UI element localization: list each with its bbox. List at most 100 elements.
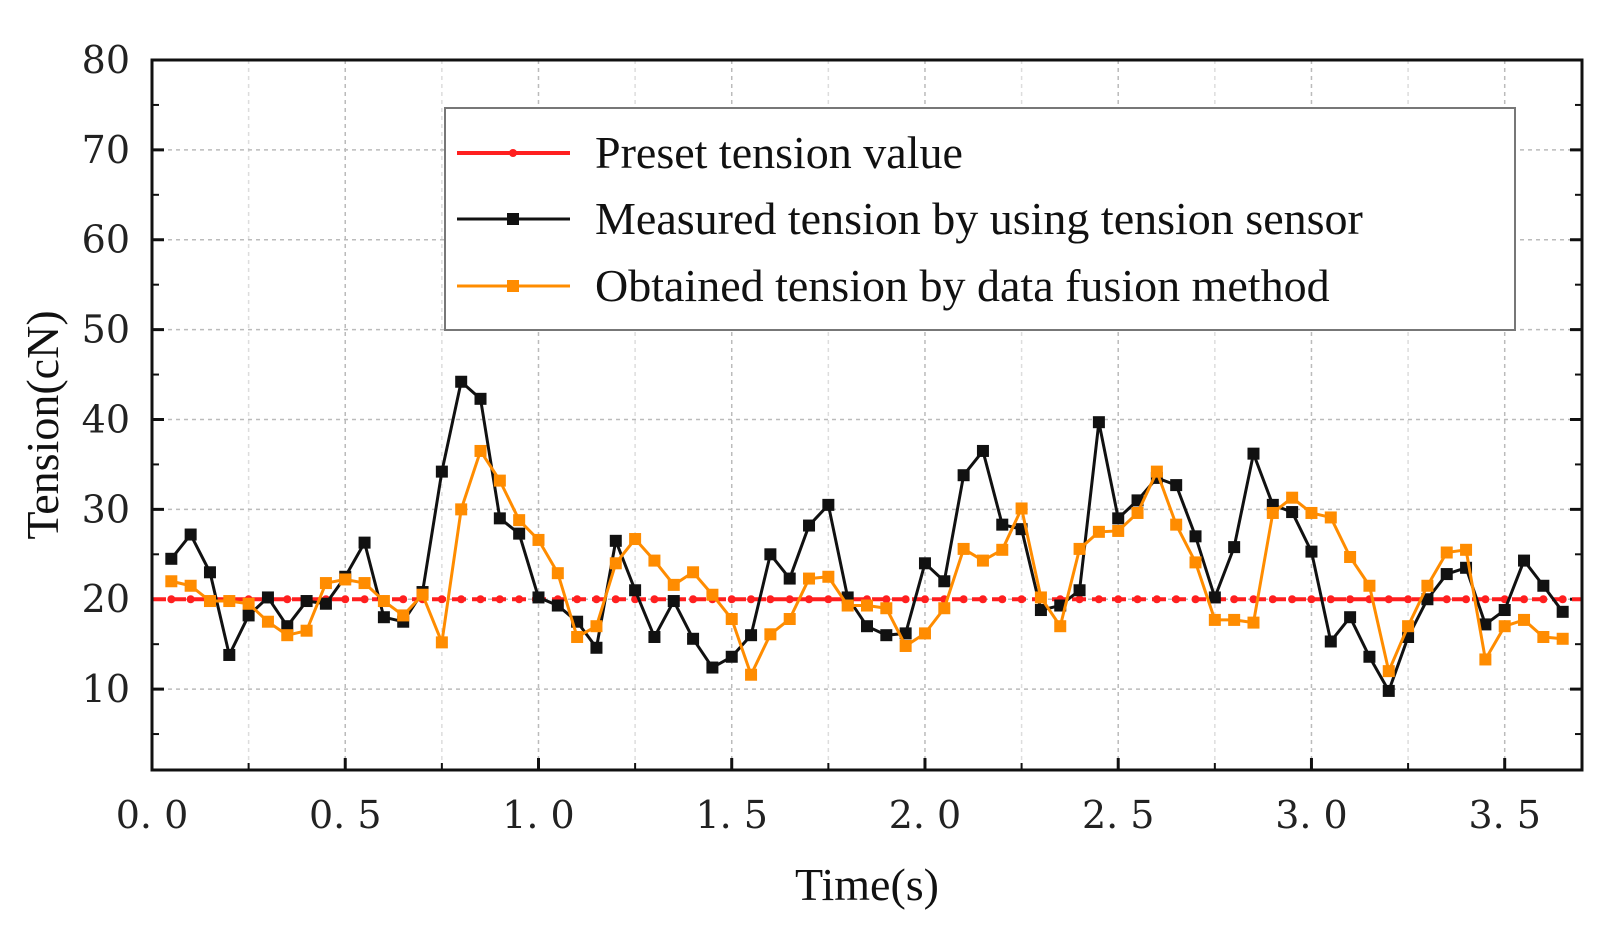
series-fusion-point: [841, 599, 854, 612]
preset-point: [437, 595, 446, 604]
legend-label-preset: Preset tension value: [595, 127, 963, 178]
preset-point: [1404, 595, 1413, 604]
preset-point: [1558, 595, 1567, 604]
series-measured-point: [1208, 591, 1221, 604]
preset-point: [1288, 595, 1297, 604]
series-fusion-point: [822, 570, 835, 583]
preset-point: [611, 595, 620, 604]
preset-point: [476, 595, 485, 604]
series-measured-point: [319, 597, 332, 610]
series-fusion-point: [1112, 524, 1125, 537]
series-fusion-point: [918, 627, 931, 640]
series-fusion-point: [667, 578, 680, 591]
y-tick-label: 70: [82, 128, 130, 172]
series-measured-point: [1034, 604, 1047, 617]
series-measured-point: [377, 611, 390, 624]
series-measured-point: [1073, 584, 1086, 597]
series-measured-point: [1324, 635, 1337, 648]
series-measured-point: [455, 375, 468, 388]
preset-point: [573, 595, 582, 604]
x-tick-label: 1. 0: [502, 793, 575, 837]
preset-point: [998, 595, 1007, 604]
series-measured-point: [803, 519, 816, 532]
preset-point: [495, 595, 504, 604]
preset-point: [1520, 595, 1529, 604]
x-tick-label: 2. 5: [1082, 793, 1155, 837]
series-measured-point: [976, 444, 989, 457]
series-fusion-point: [1247, 616, 1260, 629]
ticks-layer: 0. 0 0. 5 1. 0 1. 5 2. 0 2. 5 3. 0 3. 5 10 20 30 40…: [82, 38, 1582, 837]
series-measured-point: [687, 632, 700, 645]
preset-point: [1152, 595, 1161, 604]
series-fusion-point: [1460, 543, 1473, 556]
series-measured-point: [590, 641, 603, 654]
series-measured-point: [629, 584, 642, 597]
series-fusion-point: [1324, 511, 1337, 524]
legend-marker-preset: [509, 149, 517, 157]
series-measured-point: [648, 630, 661, 643]
preset-point: [1326, 595, 1335, 604]
legend-marker-measured: [507, 213, 519, 225]
x-tick-label: 0. 0: [116, 793, 189, 837]
series-fusion-point: [474, 444, 487, 457]
series-measured-point: [1537, 579, 1550, 592]
preset-point: [650, 595, 659, 604]
series-fusion-point: [976, 554, 989, 567]
series-fusion-point: [435, 636, 448, 649]
series-fusion-point: [1498, 620, 1511, 633]
series-fusion-point: [861, 599, 873, 612]
series-fusion-point: [1208, 613, 1221, 626]
series-measured-point: [1382, 684, 1395, 697]
series-measured-point: [184, 528, 197, 541]
series-fusion-point: [223, 595, 236, 608]
plot-frame: [150, 58, 1584, 772]
legend-marker-fusion: [507, 280, 519, 292]
series-fusion-point: [938, 602, 951, 615]
series-fusion-point: [1131, 506, 1144, 519]
y-tick-label: 30: [82, 487, 130, 531]
preset-point: [1172, 595, 1181, 604]
series-fusion-point: [1440, 546, 1453, 559]
x-tick-label: 1. 5: [695, 793, 768, 837]
series-measured-line: [170, 380, 1564, 693]
preset-point: [978, 595, 987, 604]
preset-point: [399, 595, 408, 604]
series-fusion-point: [996, 543, 1009, 556]
series-fusion-point: [706, 588, 719, 601]
series-measured-point: [1092, 416, 1105, 429]
series-layer: [152, 375, 1582, 697]
preset-point: [167, 595, 176, 604]
x-tick-label: 3. 5: [1468, 793, 1541, 837]
series-measured-point: [1344, 611, 1357, 624]
series-measured-point: [880, 629, 893, 642]
series-measured-point: [203, 566, 216, 579]
preset-point: [1094, 595, 1103, 604]
series-fusion-point: [551, 567, 564, 580]
series-measured-point: [899, 627, 912, 640]
preset-point: [186, 595, 195, 604]
series-measured-point: [435, 465, 448, 478]
y-tick-label: 40: [82, 397, 130, 441]
preset-point: [1114, 595, 1123, 604]
legend: Preset tension value Measured tension by…: [444, 107, 1516, 331]
series-fusion-point: [1479, 653, 1492, 666]
preset-point: [727, 595, 736, 604]
series-fusion-point: [1537, 630, 1550, 643]
preset-point: [592, 595, 601, 604]
series-measured-point: [242, 609, 255, 622]
preset-point: [1462, 595, 1471, 604]
y-axis-title: Tension(cN): [17, 310, 68, 539]
series-fusion-point: [899, 639, 912, 652]
preset-point: [901, 595, 910, 604]
series-fusion-point: [1344, 551, 1357, 563]
series-fusion-point: [957, 542, 970, 555]
legend-label-fusion: Obtained tension by data fusion method: [595, 260, 1330, 311]
series-measured-point: [551, 599, 564, 612]
preset-point: [1017, 595, 1026, 604]
series-measured-point: [783, 572, 796, 585]
series-fusion-point: [1034, 591, 1047, 604]
series-fusion-point: [1150, 465, 1163, 478]
preset-point: [824, 595, 833, 604]
preset-point: [1133, 595, 1142, 604]
